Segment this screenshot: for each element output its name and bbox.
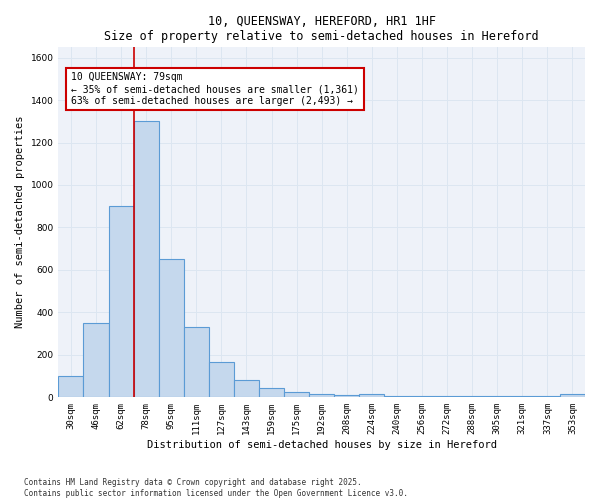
Bar xyxy=(83,323,109,398)
Bar xyxy=(234,380,259,398)
Bar xyxy=(109,206,134,398)
Bar xyxy=(259,388,284,398)
Bar xyxy=(409,396,434,398)
Bar xyxy=(485,396,510,398)
Bar xyxy=(560,394,585,398)
Bar xyxy=(309,394,334,398)
X-axis label: Distribution of semi-detached houses by size in Hereford: Distribution of semi-detached houses by … xyxy=(147,440,497,450)
Bar xyxy=(159,260,184,398)
Bar xyxy=(385,396,409,398)
Bar xyxy=(58,376,83,398)
Bar xyxy=(359,394,385,398)
Bar xyxy=(284,392,309,398)
Y-axis label: Number of semi-detached properties: Number of semi-detached properties xyxy=(15,116,25,328)
Bar xyxy=(434,396,460,398)
Text: 10 QUEENSWAY: 79sqm
← 35% of semi-detached houses are smaller (1,361)
63% of sem: 10 QUEENSWAY: 79sqm ← 35% of semi-detach… xyxy=(71,72,359,106)
Bar xyxy=(134,122,159,398)
Bar xyxy=(510,396,535,398)
Bar xyxy=(460,396,485,398)
Title: 10, QUEENSWAY, HEREFORD, HR1 1HF
Size of property relative to semi-detached hous: 10, QUEENSWAY, HEREFORD, HR1 1HF Size of… xyxy=(104,15,539,43)
Bar xyxy=(209,362,234,398)
Bar xyxy=(184,328,209,398)
Bar xyxy=(535,396,560,398)
Text: Contains HM Land Registry data © Crown copyright and database right 2025.
Contai: Contains HM Land Registry data © Crown c… xyxy=(24,478,408,498)
Bar xyxy=(334,395,359,398)
